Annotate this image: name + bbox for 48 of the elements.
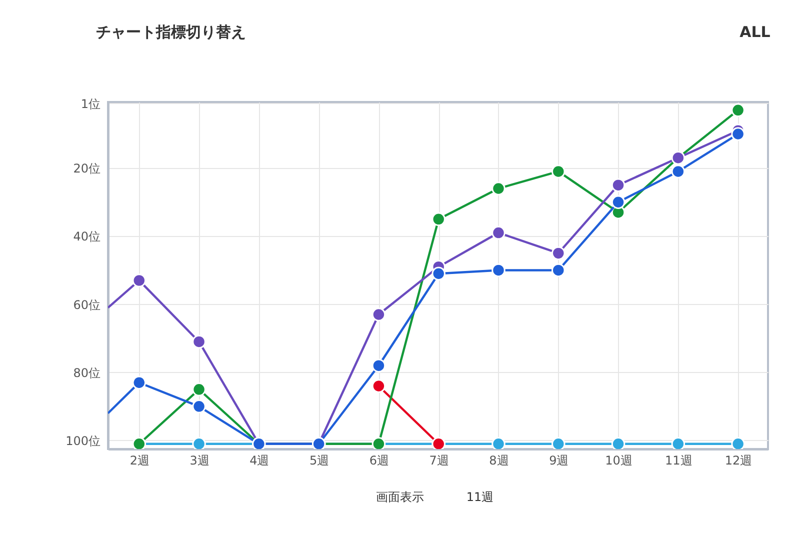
point — [372, 308, 386, 322]
point — [552, 263, 566, 278]
point — [492, 263, 506, 278]
point — [372, 358, 386, 372]
x-tick-label: 4週 — [250, 454, 270, 468]
point — [611, 195, 626, 209]
point — [611, 437, 626, 449]
point — [192, 400, 206, 414]
point — [731, 103, 745, 118]
point — [192, 382, 206, 396]
x-tick-label: 10週 — [605, 454, 632, 468]
point — [432, 266, 446, 280]
point — [671, 164, 686, 178]
text: ALL — [740, 23, 771, 41]
y-tick-label: 60位 — [73, 298, 100, 312]
y-tick-label: 80位 — [73, 366, 100, 380]
x-tick-label: 2週 — [130, 454, 150, 468]
point — [492, 226, 506, 240]
point — [192, 334, 206, 349]
point — [432, 212, 446, 226]
x-tick-label: 9週 — [549, 454, 569, 468]
y-tick-label: 100位 — [66, 434, 100, 448]
point — [132, 274, 146, 288]
y-tick-label: 1位 — [80, 96, 100, 111]
x-tick-label: 6週 — [369, 454, 390, 468]
point — [611, 178, 626, 192]
x-tick-label: 3週 — [190, 454, 210, 468]
point — [192, 437, 206, 449]
x-tick-label: 8週 — [489, 454, 509, 468]
point — [731, 437, 745, 449]
x-tick-label: 11週 — [665, 454, 692, 468]
point — [552, 437, 566, 449]
point — [552, 164, 566, 178]
point — [372, 379, 386, 393]
text: 画面表示 — [376, 490, 424, 504]
point — [552, 246, 566, 260]
point — [492, 437, 506, 449]
text: チャート指標切り替え — [96, 23, 246, 41]
point — [731, 127, 745, 141]
y-tick-label: 40位 — [73, 230, 100, 244]
point — [492, 182, 506, 196]
x-tick-label: 7週 — [429, 454, 449, 468]
point — [671, 437, 686, 449]
x-tick-label: 12週 — [724, 454, 752, 468]
x-tick-label: 5週 — [309, 454, 330, 468]
point — [132, 376, 146, 390]
text: 11週 — [466, 490, 494, 504]
y-tick-label: 20位 — [73, 162, 100, 176]
